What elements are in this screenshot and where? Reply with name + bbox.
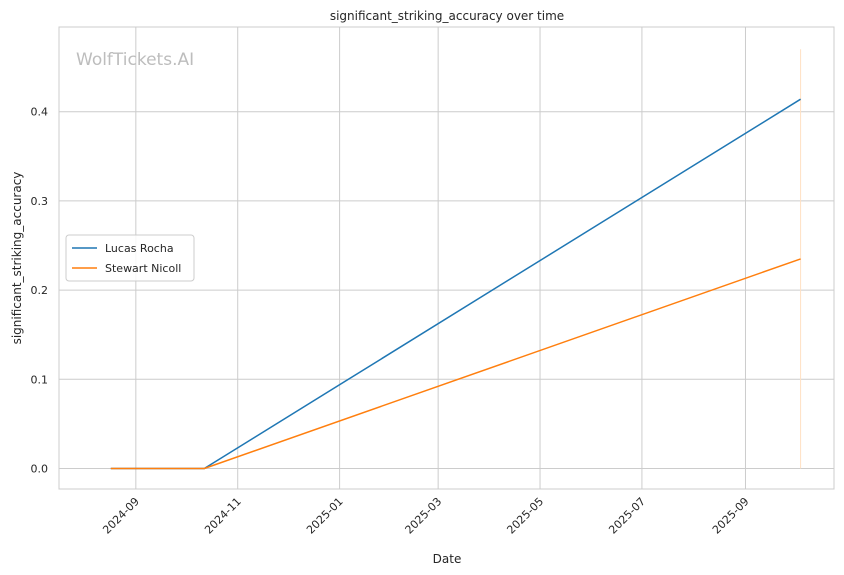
legend-label-stewart-nicoll: Stewart Nicoll [105, 262, 181, 275]
y-tick-label: 0.2 [31, 284, 49, 297]
y-tick-label: 0.1 [31, 373, 49, 386]
y-tick-label: 0.0 [31, 462, 49, 475]
chart-title: significant_striking_accuracy over time [330, 9, 564, 23]
series-line-lucas-rocha [110, 98, 801, 470]
x-tick-label: 2025-05 [504, 495, 546, 537]
x-tick-label: 2024-09 [100, 495, 142, 537]
x-tick-label: 2025-09 [710, 495, 752, 537]
legend: Lucas Rocha Stewart Nicoll [65, 234, 195, 282]
legend-box [65, 234, 195, 282]
x-axis-label: Date [433, 552, 462, 566]
x-tick-label: 2025-07 [606, 495, 648, 537]
tick-labels: 2024-09 2024-11 2025-01 2025-03 2025-05 2025-… [31, 106, 752, 537]
y-tick-label: 0.3 [31, 195, 49, 208]
plot-area-frame [58, 26, 835, 490]
y-tick-label: 0.4 [31, 106, 49, 119]
y-axis-label: significant_striking_accuracy [10, 172, 24, 345]
x-tick-label: 2025-01 [304, 495, 346, 537]
watermark-text: WolfTickets.AI [76, 50, 194, 70]
legend-label-lucas-rocha: Lucas Rocha [105, 242, 174, 255]
grid [59, 27, 834, 489]
x-tick-label: 2025-03 [403, 495, 445, 537]
series-line-stewart-nicoll [110, 258, 801, 470]
x-tick-label: 2024-11 [202, 495, 244, 537]
series-lines [110, 98, 801, 470]
